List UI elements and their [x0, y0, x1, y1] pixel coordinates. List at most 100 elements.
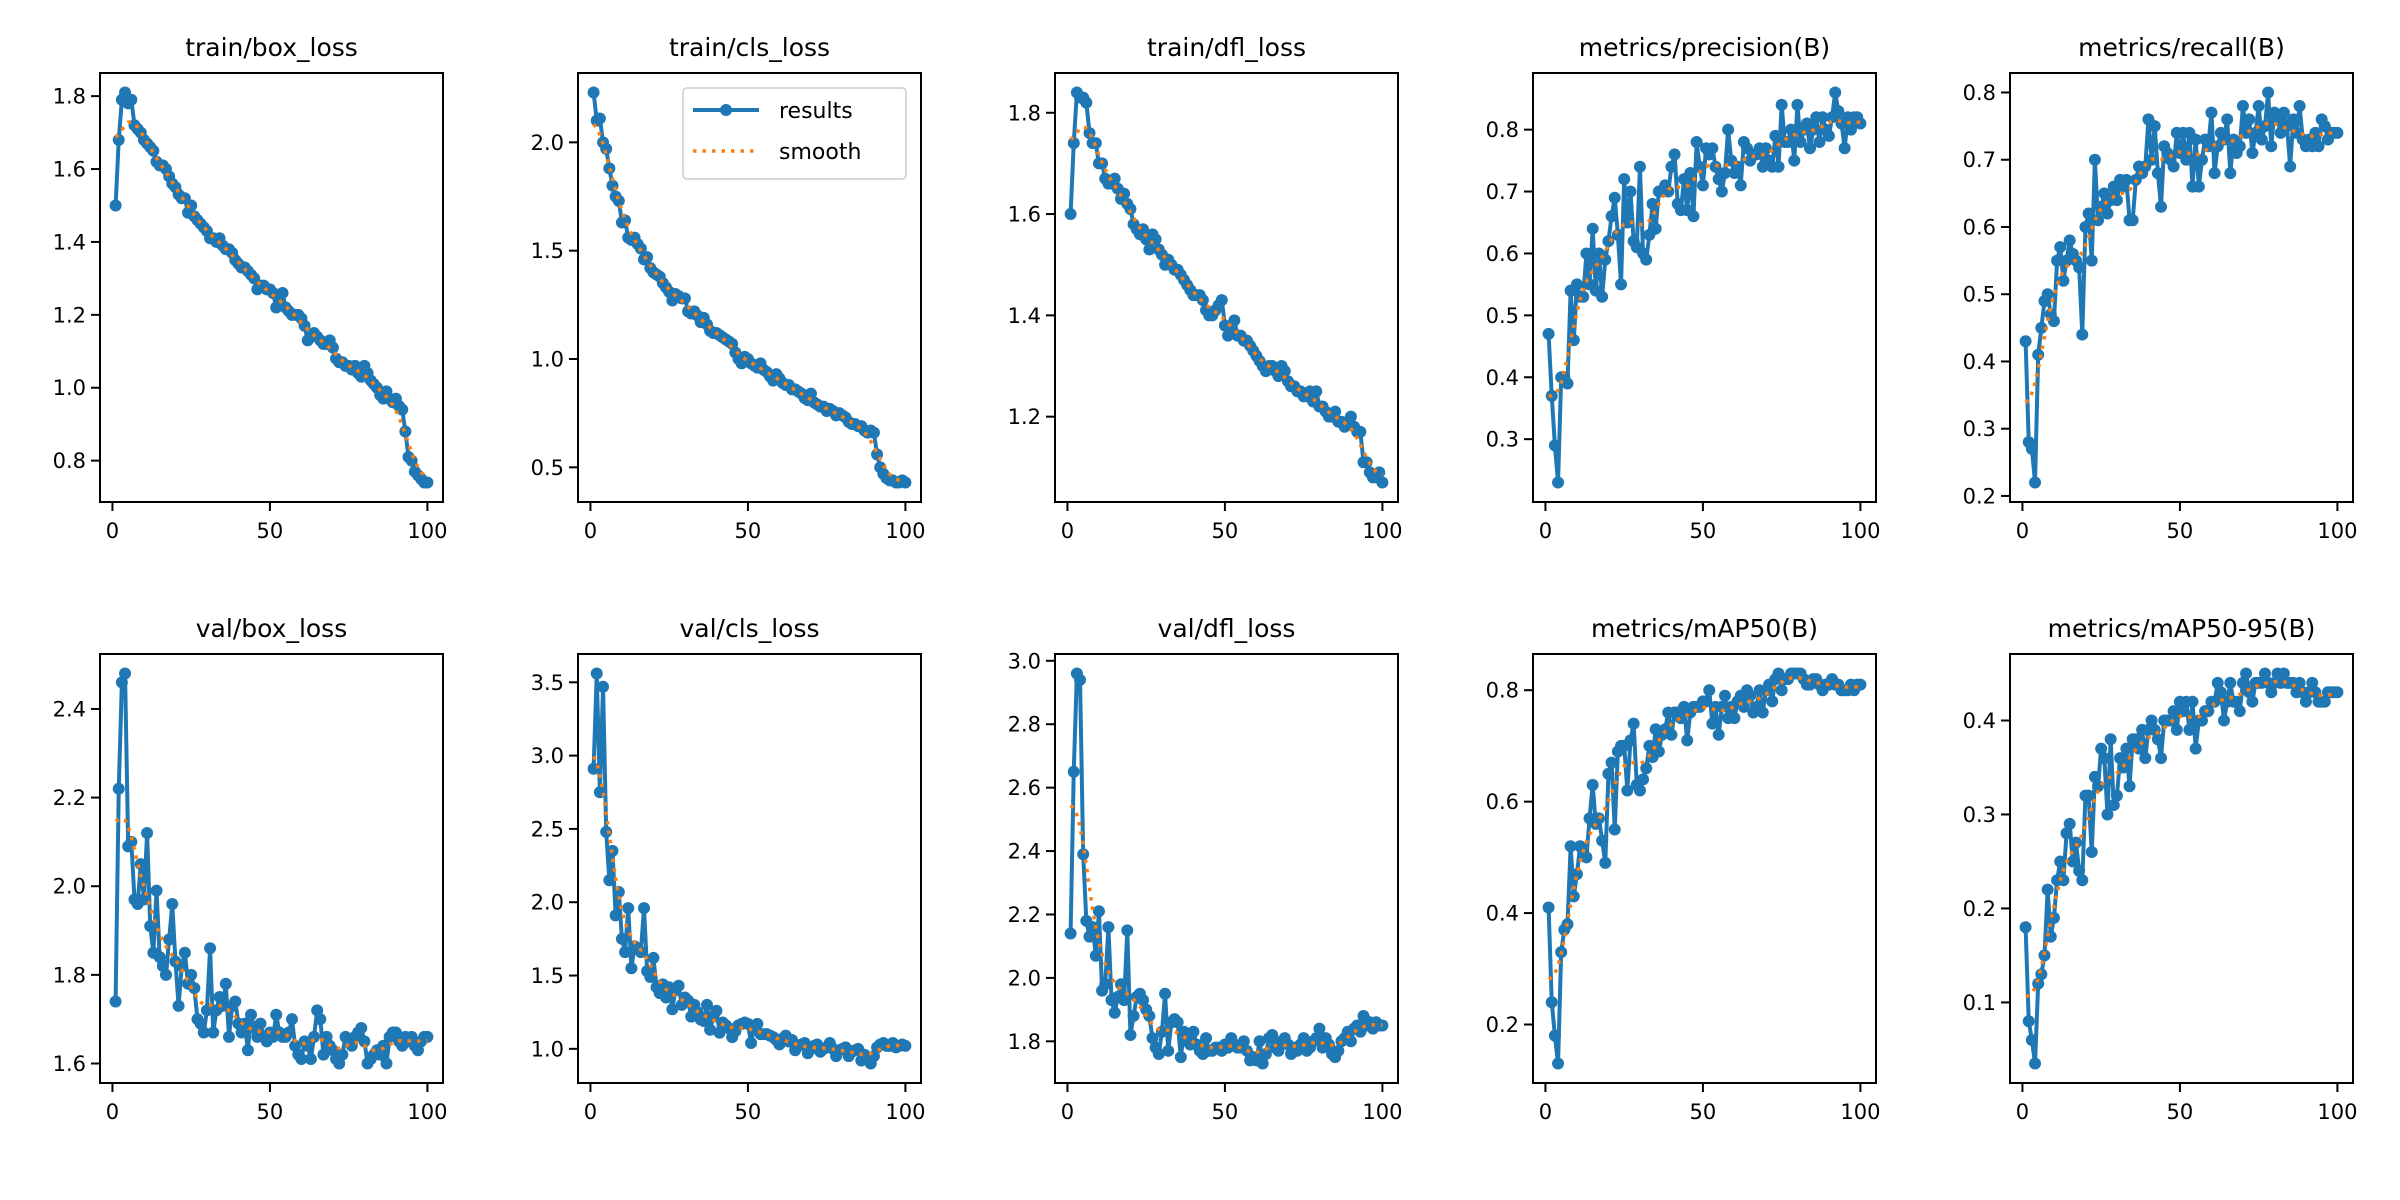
x-tick-label: 0: [2016, 519, 2029, 543]
data-point: [2331, 126, 2344, 139]
y-tick-label: 0.2: [1963, 897, 1996, 921]
subplot-title: metrics/mAP50(B): [1591, 614, 1818, 643]
data-point: [2205, 106, 2218, 119]
data-point: [1253, 1035, 1266, 1048]
data-point: [2073, 864, 2086, 877]
y-tick-label: 0.2: [1486, 1013, 1519, 1037]
y-tick-label: 0.8: [1963, 81, 1996, 105]
data-point: [1137, 994, 1150, 1007]
data-point: [1118, 994, 1131, 1007]
data-point: [1624, 734, 1637, 747]
data-point: [2047, 315, 2060, 328]
data-point: [1624, 185, 1637, 198]
data-point: [2183, 723, 2196, 736]
data-point: [1854, 117, 1867, 130]
y-tick-label: 2.5: [531, 817, 564, 841]
data-point: [1715, 700, 1728, 713]
plot-area: [109, 86, 434, 489]
data-point: [2041, 883, 2054, 896]
y-tick-label: 1.2: [1008, 405, 1041, 429]
data-point: [612, 194, 625, 207]
data-point: [1775, 684, 1788, 697]
data-point: [634, 946, 647, 959]
data-point: [377, 1039, 390, 1052]
data-point: [314, 1013, 327, 1026]
data-point: [2155, 752, 2168, 765]
data-point: [163, 933, 176, 946]
data-point: [2233, 705, 2246, 718]
data-point: [2306, 676, 2319, 689]
data-point: [2120, 173, 2133, 186]
data-point: [1772, 160, 1785, 173]
data-point: [1127, 1009, 1140, 1022]
y-tick-label: 1.6: [1008, 203, 1041, 227]
data-point: [597, 680, 610, 693]
data-point: [2025, 1034, 2038, 1047]
data-point: [421, 476, 434, 489]
y-tick-label: 0.5: [1486, 304, 1519, 328]
x-tick-label: 50: [257, 1100, 284, 1124]
data-point: [2032, 348, 2045, 361]
data-point: [2076, 874, 2089, 887]
data-point: [1665, 160, 1678, 173]
data-point: [112, 782, 125, 795]
legend: results smooth: [682, 87, 907, 180]
data-point: [2139, 752, 2152, 765]
y-tick-label: 3.0: [531, 744, 564, 768]
data-point: [1700, 695, 1713, 708]
plot-area: [587, 86, 912, 489]
data-point: [1067, 137, 1080, 150]
data-point: [396, 403, 409, 416]
data-point: [1781, 136, 1794, 149]
data-point: [2299, 695, 2312, 708]
subplot-train-cls-loss: train/cls_loss 0 50 100 0.5 1.0 1.5 2.0 results s…: [531, 33, 926, 543]
data-point: [2060, 827, 2073, 840]
data-point: [1618, 173, 1631, 186]
data-point: [2208, 695, 2221, 708]
smooth-line: [1547, 675, 1861, 981]
data-point: [2240, 667, 2253, 680]
plot-area: [1064, 86, 1389, 489]
data-point: [1696, 179, 1709, 192]
y-tick-label: 2.8: [1008, 713, 1041, 737]
data-point: [606, 179, 619, 192]
data-point: [1712, 728, 1725, 741]
data-point: [1611, 228, 1624, 241]
data-point: [1703, 684, 1716, 697]
x-tick-label: 50: [735, 519, 762, 543]
x-tick-label: 50: [257, 519, 284, 543]
data-point: [2195, 153, 2208, 166]
y-tick-label: 1.8: [1008, 101, 1041, 125]
data-point: [2252, 99, 2265, 112]
y-tick-label: 0.4: [1963, 709, 1996, 733]
plot-area: [2019, 667, 2344, 1070]
axes-frame: [2009, 653, 2354, 1084]
data-point: [600, 142, 613, 155]
data-point: [2180, 153, 2193, 166]
y-tick-label: 0.5: [531, 456, 564, 480]
results-line: [1546, 671, 1861, 1066]
data-point: [899, 1039, 912, 1052]
data-point: [2167, 705, 2180, 718]
data-point: [1785, 123, 1798, 136]
data-point: [2218, 714, 2231, 727]
data-point: [2022, 1015, 2035, 1028]
data-point: [2079, 220, 2092, 233]
x-tick-label: 0: [1061, 519, 1074, 543]
data-point: [1360, 456, 1373, 469]
data-point: [2073, 261, 2086, 274]
subplot-title: train/cls_loss: [669, 33, 830, 62]
data-point: [1124, 202, 1137, 215]
data-point: [1681, 734, 1694, 747]
data-point: [647, 951, 660, 964]
subplot-title: val/box_loss: [196, 614, 347, 643]
data-point: [2236, 99, 2249, 112]
data-point: [1089, 949, 1102, 962]
y-tick-label: 1.5: [531, 239, 564, 263]
data-point: [1322, 1038, 1335, 1051]
subplot-title: val/dfl_loss: [1158, 614, 1296, 643]
results-line: [113, 671, 428, 1066]
x-tick-label: 50: [735, 1100, 762, 1124]
x-tick-label: 50: [1212, 1100, 1239, 1124]
data-point: [1256, 1057, 1269, 1070]
